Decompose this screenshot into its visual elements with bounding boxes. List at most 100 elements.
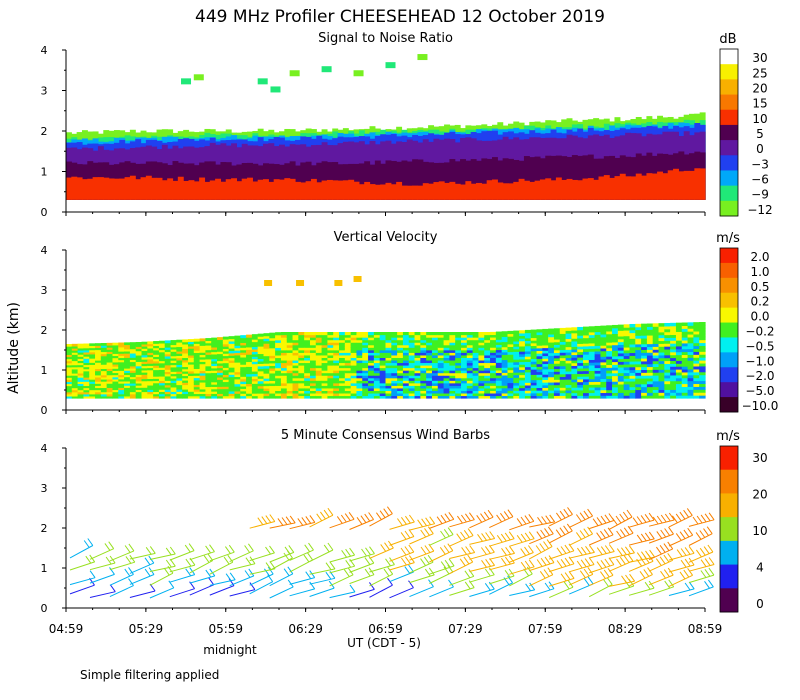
- velocity-cell: [147, 365, 154, 369]
- velocity-cell: [536, 337, 543, 341]
- velocity-cell: [426, 344, 433, 348]
- velocity-cell: [315, 385, 323, 389]
- velocity-cell: [292, 339, 299, 343]
- velocity-cell: [385, 342, 392, 346]
- snr-cell: [593, 158, 600, 200]
- velocity-cell: [606, 347, 613, 352]
- velocity-cell: [95, 362, 102, 365]
- velocity-cell: [129, 365, 137, 369]
- velocity-cell: [170, 340, 177, 343]
- velocity-cell: [490, 367, 497, 371]
- velocity-cell: [397, 392, 404, 397]
- velocity-cell: [646, 329, 654, 333]
- velocity-cell: [240, 393, 247, 397]
- velocity-cell: [513, 340, 520, 345]
- velocity-cell: [507, 367, 514, 371]
- velocity-cell: [269, 345, 276, 349]
- velocity-cell: [182, 393, 189, 397]
- wind-barb: [529, 526, 554, 545]
- velocity-cell: [257, 346, 265, 350]
- velocity-cell: [321, 352, 329, 356]
- velocity-cell: [466, 354, 474, 358]
- velocity-cell: [461, 370, 468, 374]
- velocity-cell: [629, 366, 636, 371]
- velocity-cell: [309, 377, 317, 381]
- velocity-cell: [339, 334, 346, 338]
- y-tick-label: 4: [41, 442, 48, 455]
- velocity-cell: [461, 352, 468, 356]
- velocity-cell: [490, 370, 497, 374]
- velocity-cell: [693, 336, 700, 341]
- wind-barb: [369, 557, 395, 573]
- velocity-cell: [536, 353, 543, 357]
- velocity-cell: [158, 349, 166, 353]
- velocity-cell: [600, 381, 607, 385]
- velocity-cell: [211, 337, 218, 341]
- velocity-cell: [484, 377, 491, 381]
- velocity-cell: [414, 370, 421, 374]
- wind-barb: [269, 545, 295, 563]
- snr-cell: [342, 180, 349, 200]
- velocity-cell: [199, 391, 207, 395]
- velocity-cell: [77, 389, 85, 393]
- velocity-cell: [670, 351, 677, 356]
- velocity-cell: [257, 350, 265, 355]
- velocity-cell: [588, 373, 596, 377]
- velocity-cell: [617, 375, 625, 379]
- velocity-cell: [182, 373, 189, 377]
- velocity-cell: [600, 347, 607, 352]
- velocity-cell: [118, 380, 125, 384]
- velocity-cell: [629, 355, 636, 359]
- velocity-cell: [344, 382, 352, 386]
- wind-barb: [589, 544, 615, 559]
- velocity-cell: [251, 339, 259, 343]
- snr-cell: [507, 183, 514, 200]
- velocity-cell: [548, 376, 555, 380]
- velocity-cell: [344, 395, 352, 399]
- velocity-cell: [443, 387, 450, 391]
- velocity-cell: [327, 392, 334, 397]
- velocity-cell: [141, 352, 148, 356]
- velocity-cell: [577, 348, 584, 353]
- velocity-cell: [681, 348, 689, 353]
- velocity-cell: [612, 372, 619, 377]
- velocity-cell: [66, 371, 73, 374]
- velocity-cell: [542, 328, 549, 333]
- velocity-cell: [286, 387, 294, 391]
- velocity-cell: [124, 368, 131, 371]
- velocity-cell: [309, 349, 317, 353]
- velocity-cell: [461, 344, 468, 348]
- velocity-cell: [199, 386, 207, 390]
- velocity-cell: [83, 368, 90, 372]
- velocity-cell: [77, 358, 85, 361]
- velocity-cell: [524, 371, 532, 376]
- velocity-cell: [304, 372, 311, 376]
- velocity-cell: [641, 323, 648, 328]
- velocity-cell: [414, 347, 421, 351]
- velocity-cell: [217, 351, 224, 355]
- snr-cell: [151, 177, 158, 200]
- velocity-cell: [513, 333, 520, 337]
- velocity-cell: [693, 339, 700, 344]
- velocity-cell: [112, 342, 119, 346]
- velocity-cell: [333, 385, 340, 389]
- snr-cell: [444, 182, 450, 200]
- velocity-cell: [89, 362, 96, 365]
- velocity-cell: [420, 359, 427, 364]
- velocity-cell: [176, 341, 183, 345]
- velocity-cell: [286, 359, 294, 364]
- velocity-cell: [571, 378, 578, 383]
- velocity-cell: [594, 342, 602, 346]
- velocity-cell: [362, 365, 369, 369]
- velocity-cell: [344, 385, 352, 389]
- velocity-cell: [379, 357, 387, 361]
- velocity-cell: [333, 362, 340, 366]
- velocity-cell: [472, 392, 480, 397]
- velocity-cell: [373, 362, 381, 366]
- y-tick-label: 3: [41, 85, 48, 98]
- velocity-cell: [594, 350, 602, 355]
- velocity-cell: [118, 348, 125, 352]
- velocity-cell: [472, 334, 480, 338]
- velocity-cell: [211, 391, 218, 394]
- velocity-cell: [71, 375, 79, 378]
